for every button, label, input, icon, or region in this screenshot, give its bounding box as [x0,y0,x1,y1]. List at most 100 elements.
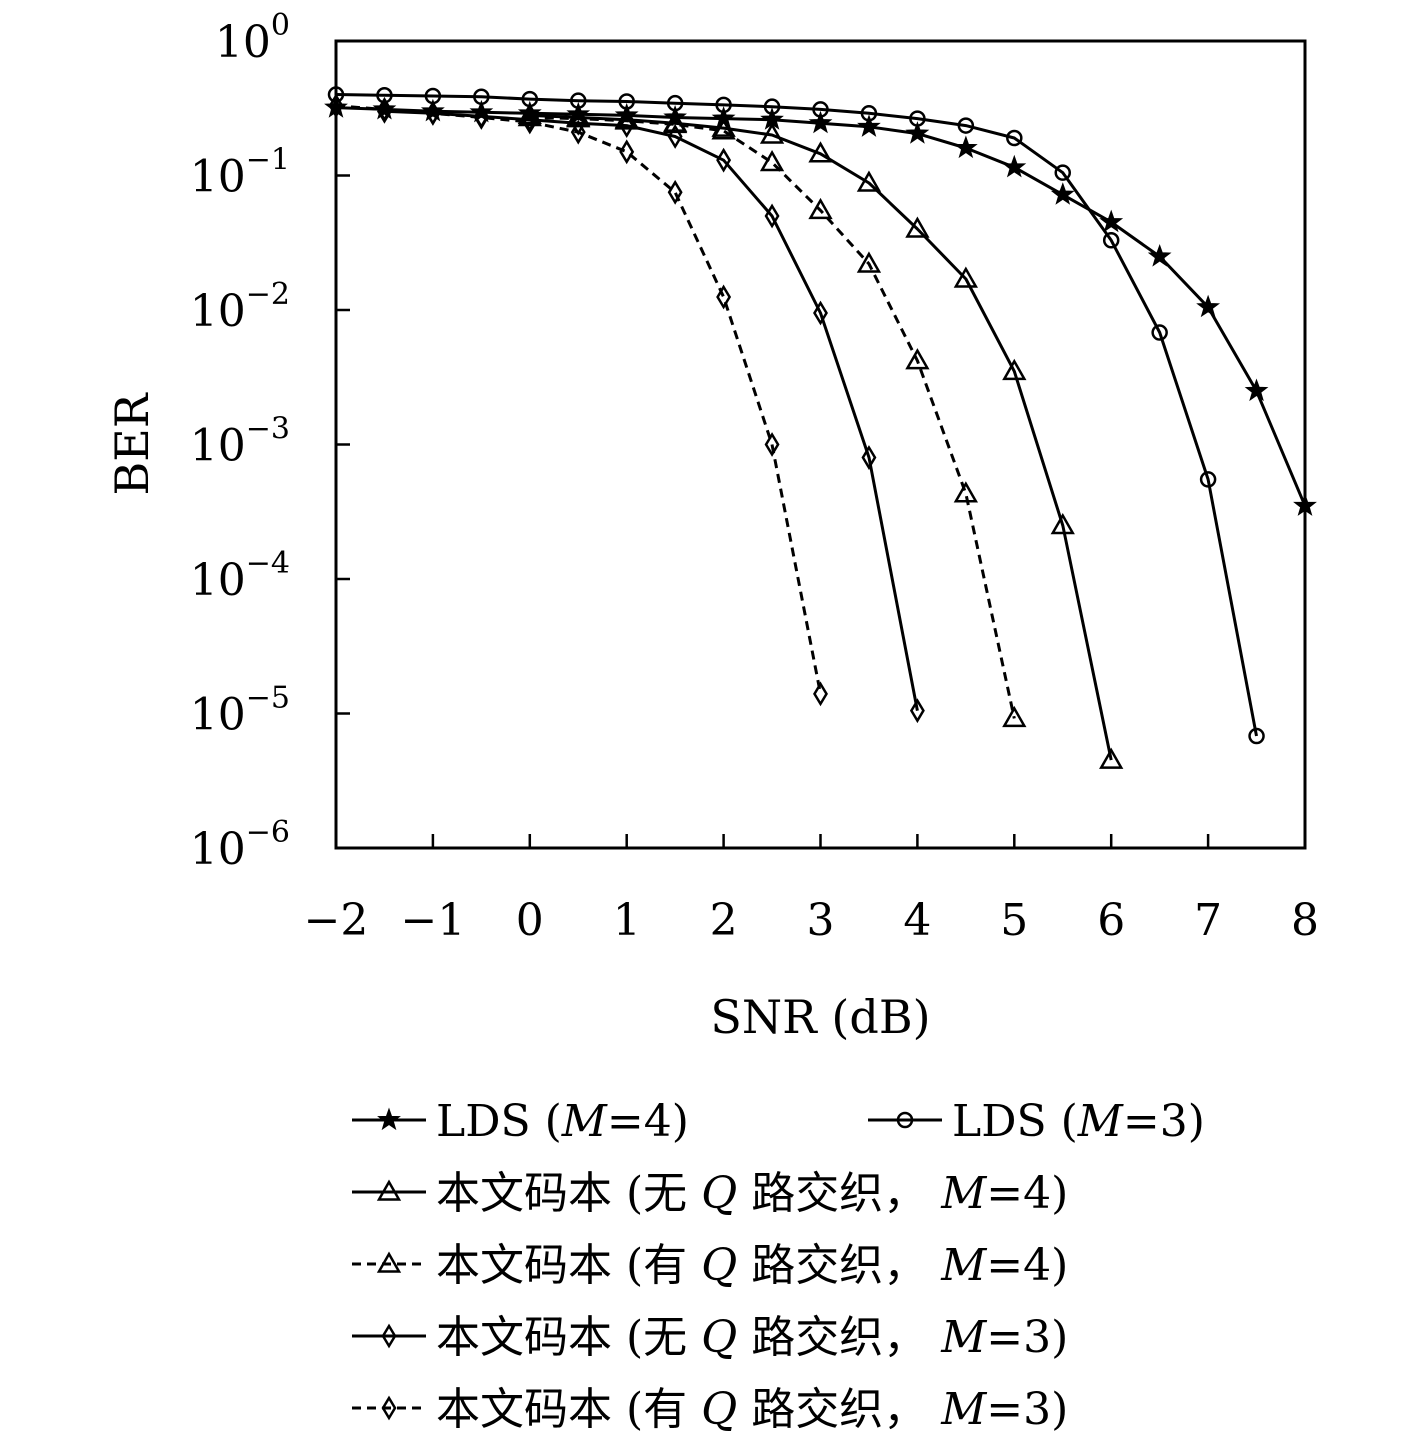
data-point [1002,705,1027,728]
data-point [1054,164,1071,181]
legend-entry: LDS (M=3) [868,1096,1205,1147]
legend-label: 本文码本 (有 Q 路交织， M=4) [436,1240,1068,1291]
y-tick-label: 10−5 [190,681,290,741]
data-point [667,179,683,205]
data-point [759,122,785,144]
data-point [808,110,833,134]
data-point [1248,727,1265,745]
data-point [763,98,781,115]
data-point [711,118,736,140]
data-point [711,115,736,137]
data-point [813,300,828,326]
legend-label: LDS (M=4) [436,1096,689,1147]
data-point [666,94,684,112]
legend-label: 本文码本 (无 Q 路交织， M=3) [436,1312,1068,1363]
data-point [619,113,635,139]
data-point [1002,154,1027,178]
x-tick-label: 0 [516,895,544,946]
data-point [376,96,392,122]
y-tick-labels: 100 10−1 10−2 10−3 10−4 10−5 10−6 [190,8,290,875]
y-tick-label: 10−4 [190,546,290,606]
x-tick-label: 7 [1194,895,1222,946]
x-tick-label: 4 [903,895,931,946]
y-axis-label: BER [105,392,159,495]
plot-frame [334,39,1307,850]
legend-marker [376,1179,402,1201]
x-tick-label: 1 [613,895,641,946]
data-point [1050,512,1075,535]
series-line [335,106,1307,507]
data-point [662,111,688,134]
legend-label: LDS (M=3) [952,1096,1205,1147]
data-point [716,147,732,173]
x-tick-label: 6 [1097,895,1125,946]
data-point [909,110,926,127]
data-point [1099,747,1124,769]
data-point [857,114,881,137]
series-line [384,109,919,711]
data-point [909,698,925,724]
series-line [335,104,822,695]
data-point [473,105,489,130]
data-point [957,117,975,134]
data-point [905,348,930,370]
data-point [1050,182,1075,205]
y-tick-label: 100 [215,8,290,68]
legend: LDS (M=4) LDS (M=3) 本文码本 (无 Q 路交织， M=4) 本文码… [352,1096,1205,1435]
data-point [1002,358,1027,381]
x-tick-label: 2 [710,895,738,946]
series-6 [328,93,828,707]
y-tick-label: 10−3 [190,412,290,472]
data-point [856,170,882,192]
data-point [1147,244,1172,267]
x-tick-labels: −2 −1 0 1 2 3 4 5 6 7 8 [304,895,1319,946]
data-point [667,124,683,149]
series-3 [517,102,1124,769]
series-5 [376,98,925,724]
x-tick-label: 3 [807,895,835,946]
y-tick-label: 10−2 [190,277,290,337]
series-1 [324,95,1317,516]
x-tick-label: −1 [400,895,465,946]
legend-marker [896,1111,914,1129]
data-point [764,203,780,229]
data-point [953,266,979,288]
series-line [529,116,1016,719]
data-point [1199,471,1217,488]
data-point [1196,294,1221,318]
legend-marker [381,1323,397,1349]
legend-marker [377,1107,401,1131]
x-tick-label: −2 [304,895,369,946]
data-point [1006,129,1023,147]
series-4 [517,104,1027,728]
legend-entry: 本文码本 (有 Q 路交织， M=3) [352,1384,1068,1435]
data-point [953,135,978,159]
data-point [614,108,639,130]
data-point [856,251,882,273]
data-point [570,119,586,145]
y-tick-label: 10−1 [190,143,290,203]
x-axis-label: SNR (dB) [710,990,930,1044]
data-point [1099,209,1124,233]
data-point [905,216,930,238]
data-point [953,481,979,503]
data-point [716,284,732,310]
data-point [808,197,833,220]
data-point [808,141,833,163]
legend-entry: 本文码本 (无 Q 路交织， M=4) [352,1168,1068,1219]
data-point [813,681,828,707]
data-point [715,96,732,114]
series-line [335,93,1258,737]
data-point [420,98,445,122]
data-point [1244,378,1269,402]
legend-marker [381,1395,397,1421]
legend-marker [376,1251,402,1273]
data-point [425,100,441,126]
data-point [860,105,878,122]
data-point [759,149,785,172]
x-tick-label: 8 [1291,895,1319,946]
legend-label: 本文码本 (有 Q 路交织， M=3) [436,1384,1068,1435]
plot-series [324,86,1317,769]
data-point [1102,232,1120,249]
